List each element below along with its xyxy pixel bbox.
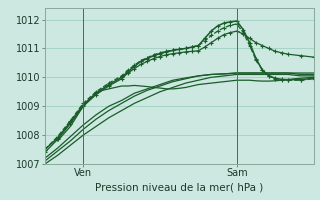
X-axis label: Pression niveau de la mer( hPa ): Pression niveau de la mer( hPa ) bbox=[95, 182, 263, 192]
